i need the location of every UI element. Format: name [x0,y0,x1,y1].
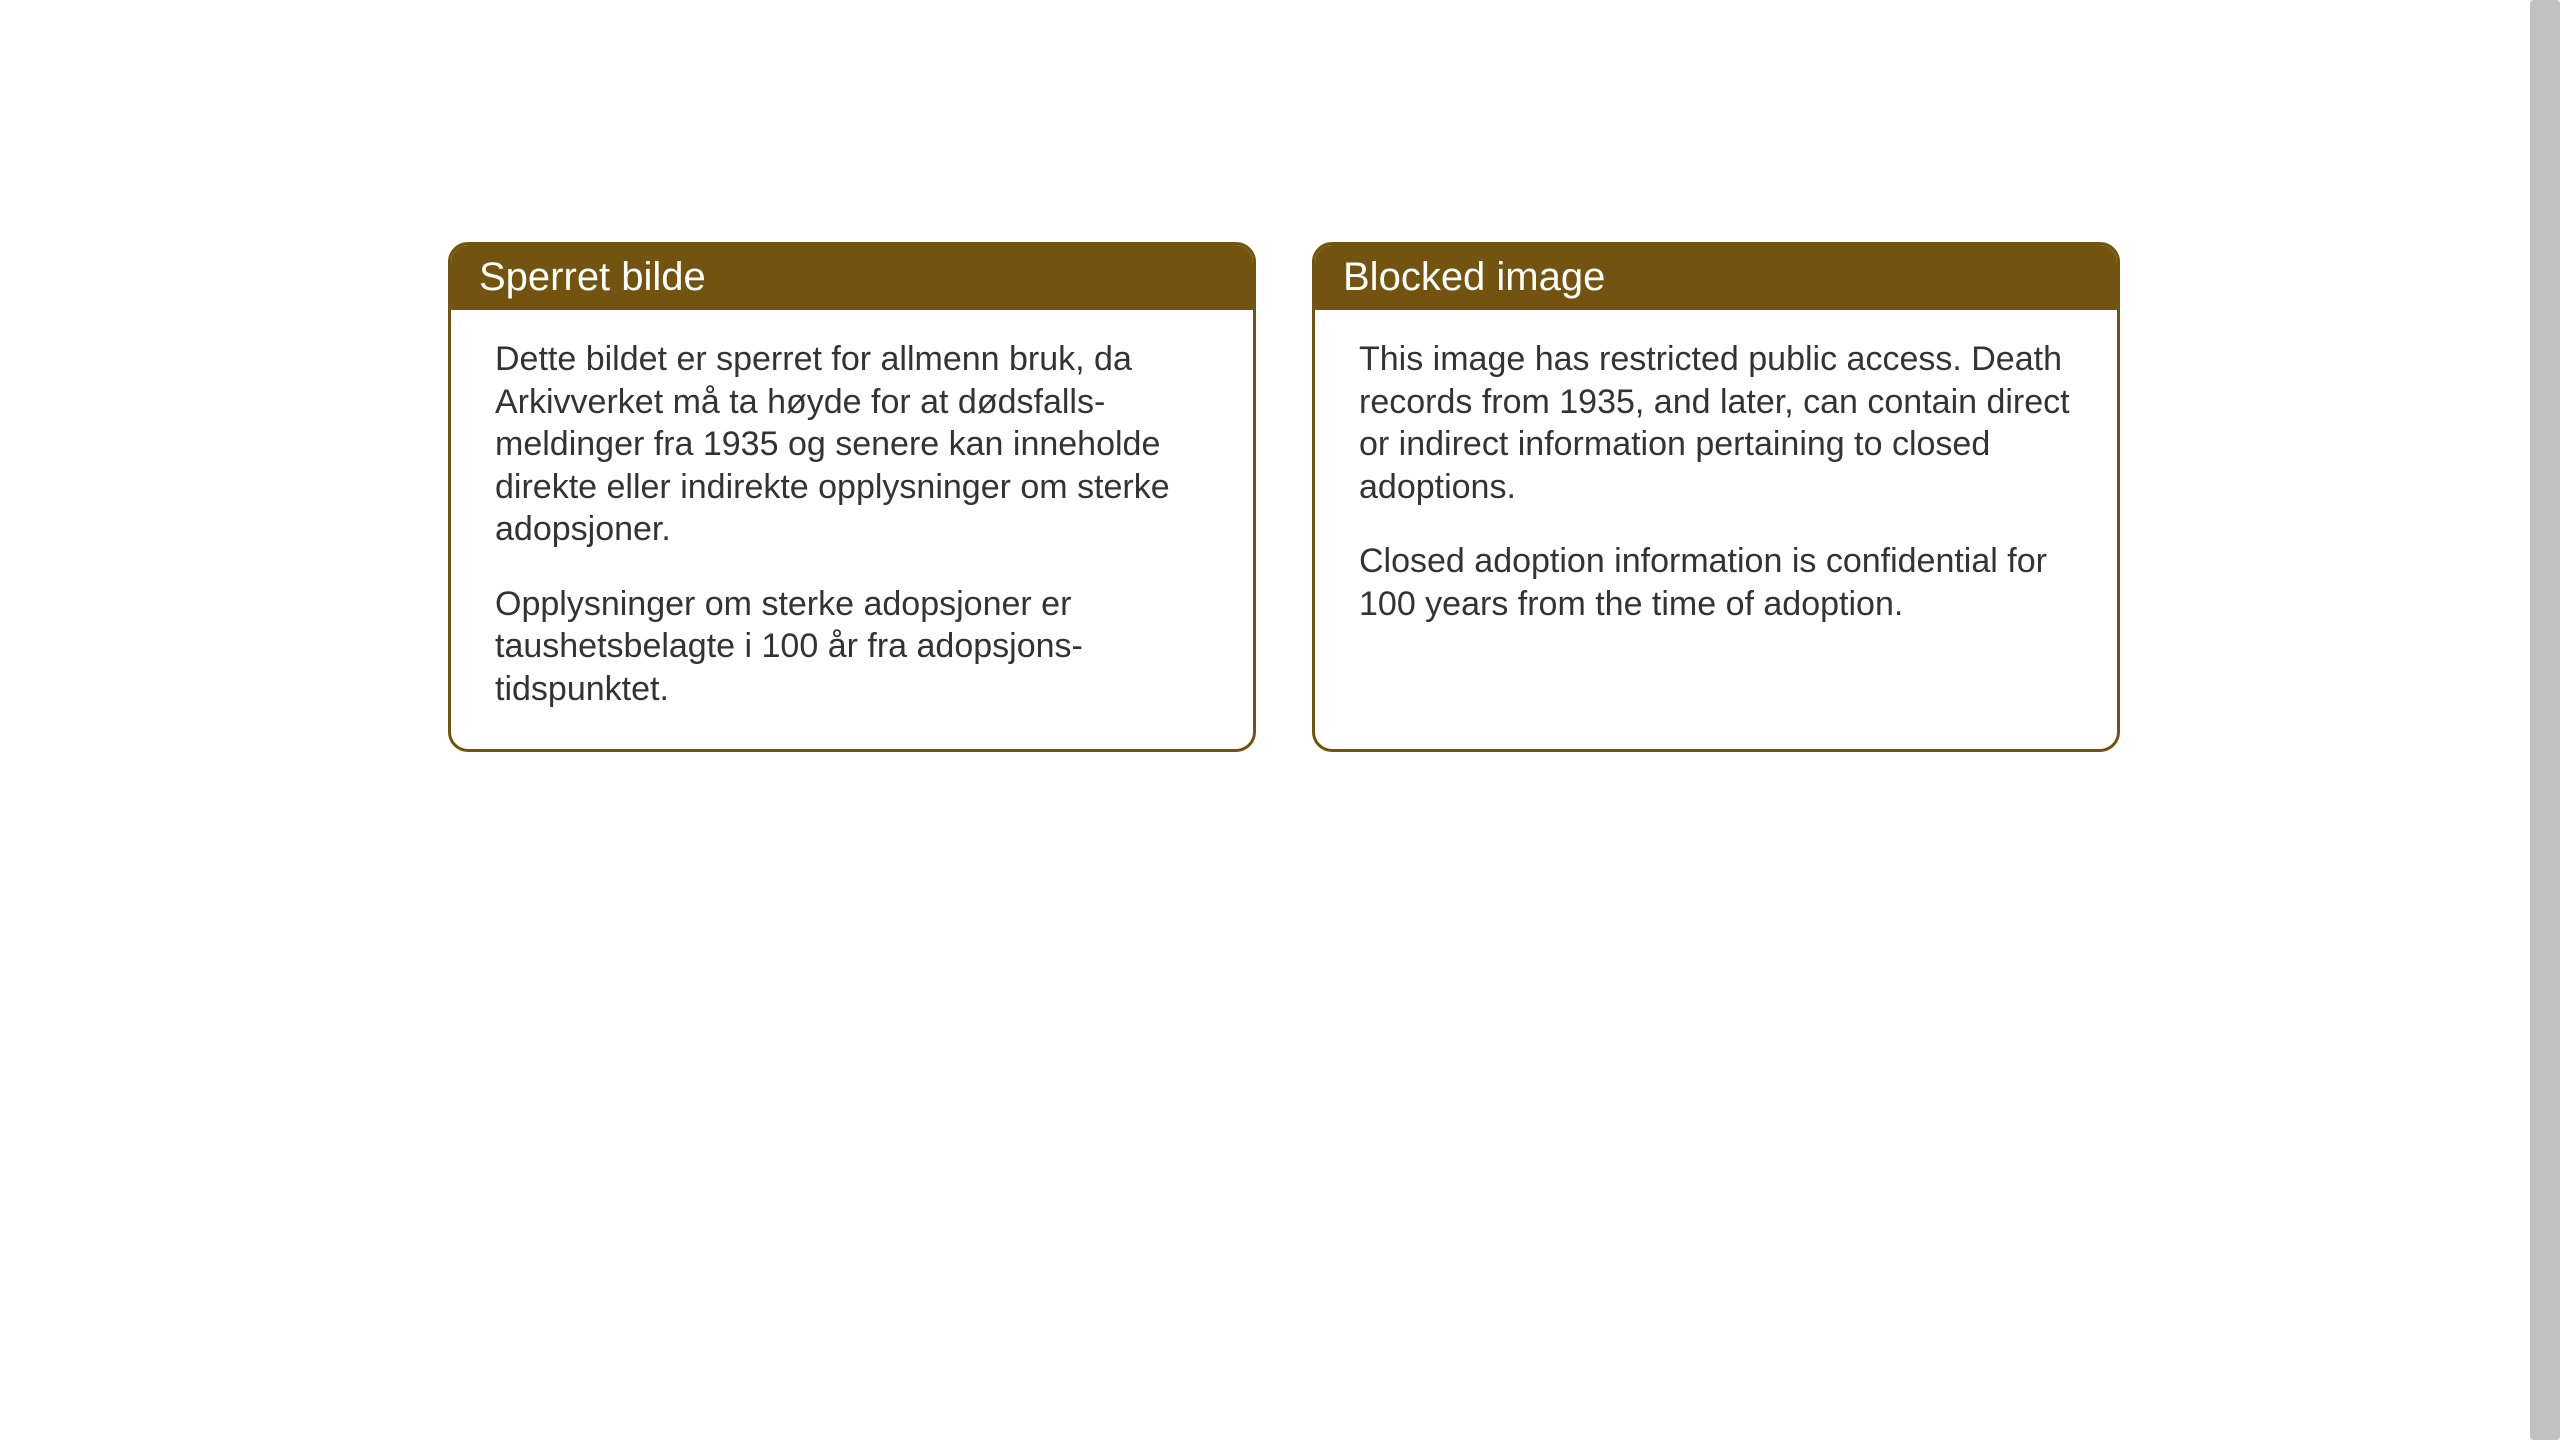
card-paragraph-1-norwegian: Dette bildet er sperret for allmenn bruk… [495,338,1209,551]
card-body-english: This image has restricted public access.… [1315,310,2117,661]
card-header-norwegian: Sperret bilde [451,245,1253,310]
card-paragraph-2-norwegian: Opplysninger om sterke adopsjoner er tau… [495,583,1209,711]
card-paragraph-2-english: Closed adoption information is confident… [1359,540,2073,625]
card-norwegian: Sperret bilde Dette bildet er sperret fo… [448,242,1256,752]
scrollbar-track[interactable] [2530,0,2560,1440]
card-header-english: Blocked image [1315,245,2117,310]
cards-container: Sperret bilde Dette bildet er sperret fo… [0,0,2560,752]
scrollbar-thumb[interactable] [2530,0,2560,1440]
card-english: Blocked image This image has restricted … [1312,242,2120,752]
card-paragraph-1-english: This image has restricted public access.… [1359,338,2073,508]
card-title-norwegian: Sperret bilde [479,255,706,299]
card-title-english: Blocked image [1343,255,1605,299]
card-body-norwegian: Dette bildet er sperret for allmenn bruk… [451,310,1253,746]
